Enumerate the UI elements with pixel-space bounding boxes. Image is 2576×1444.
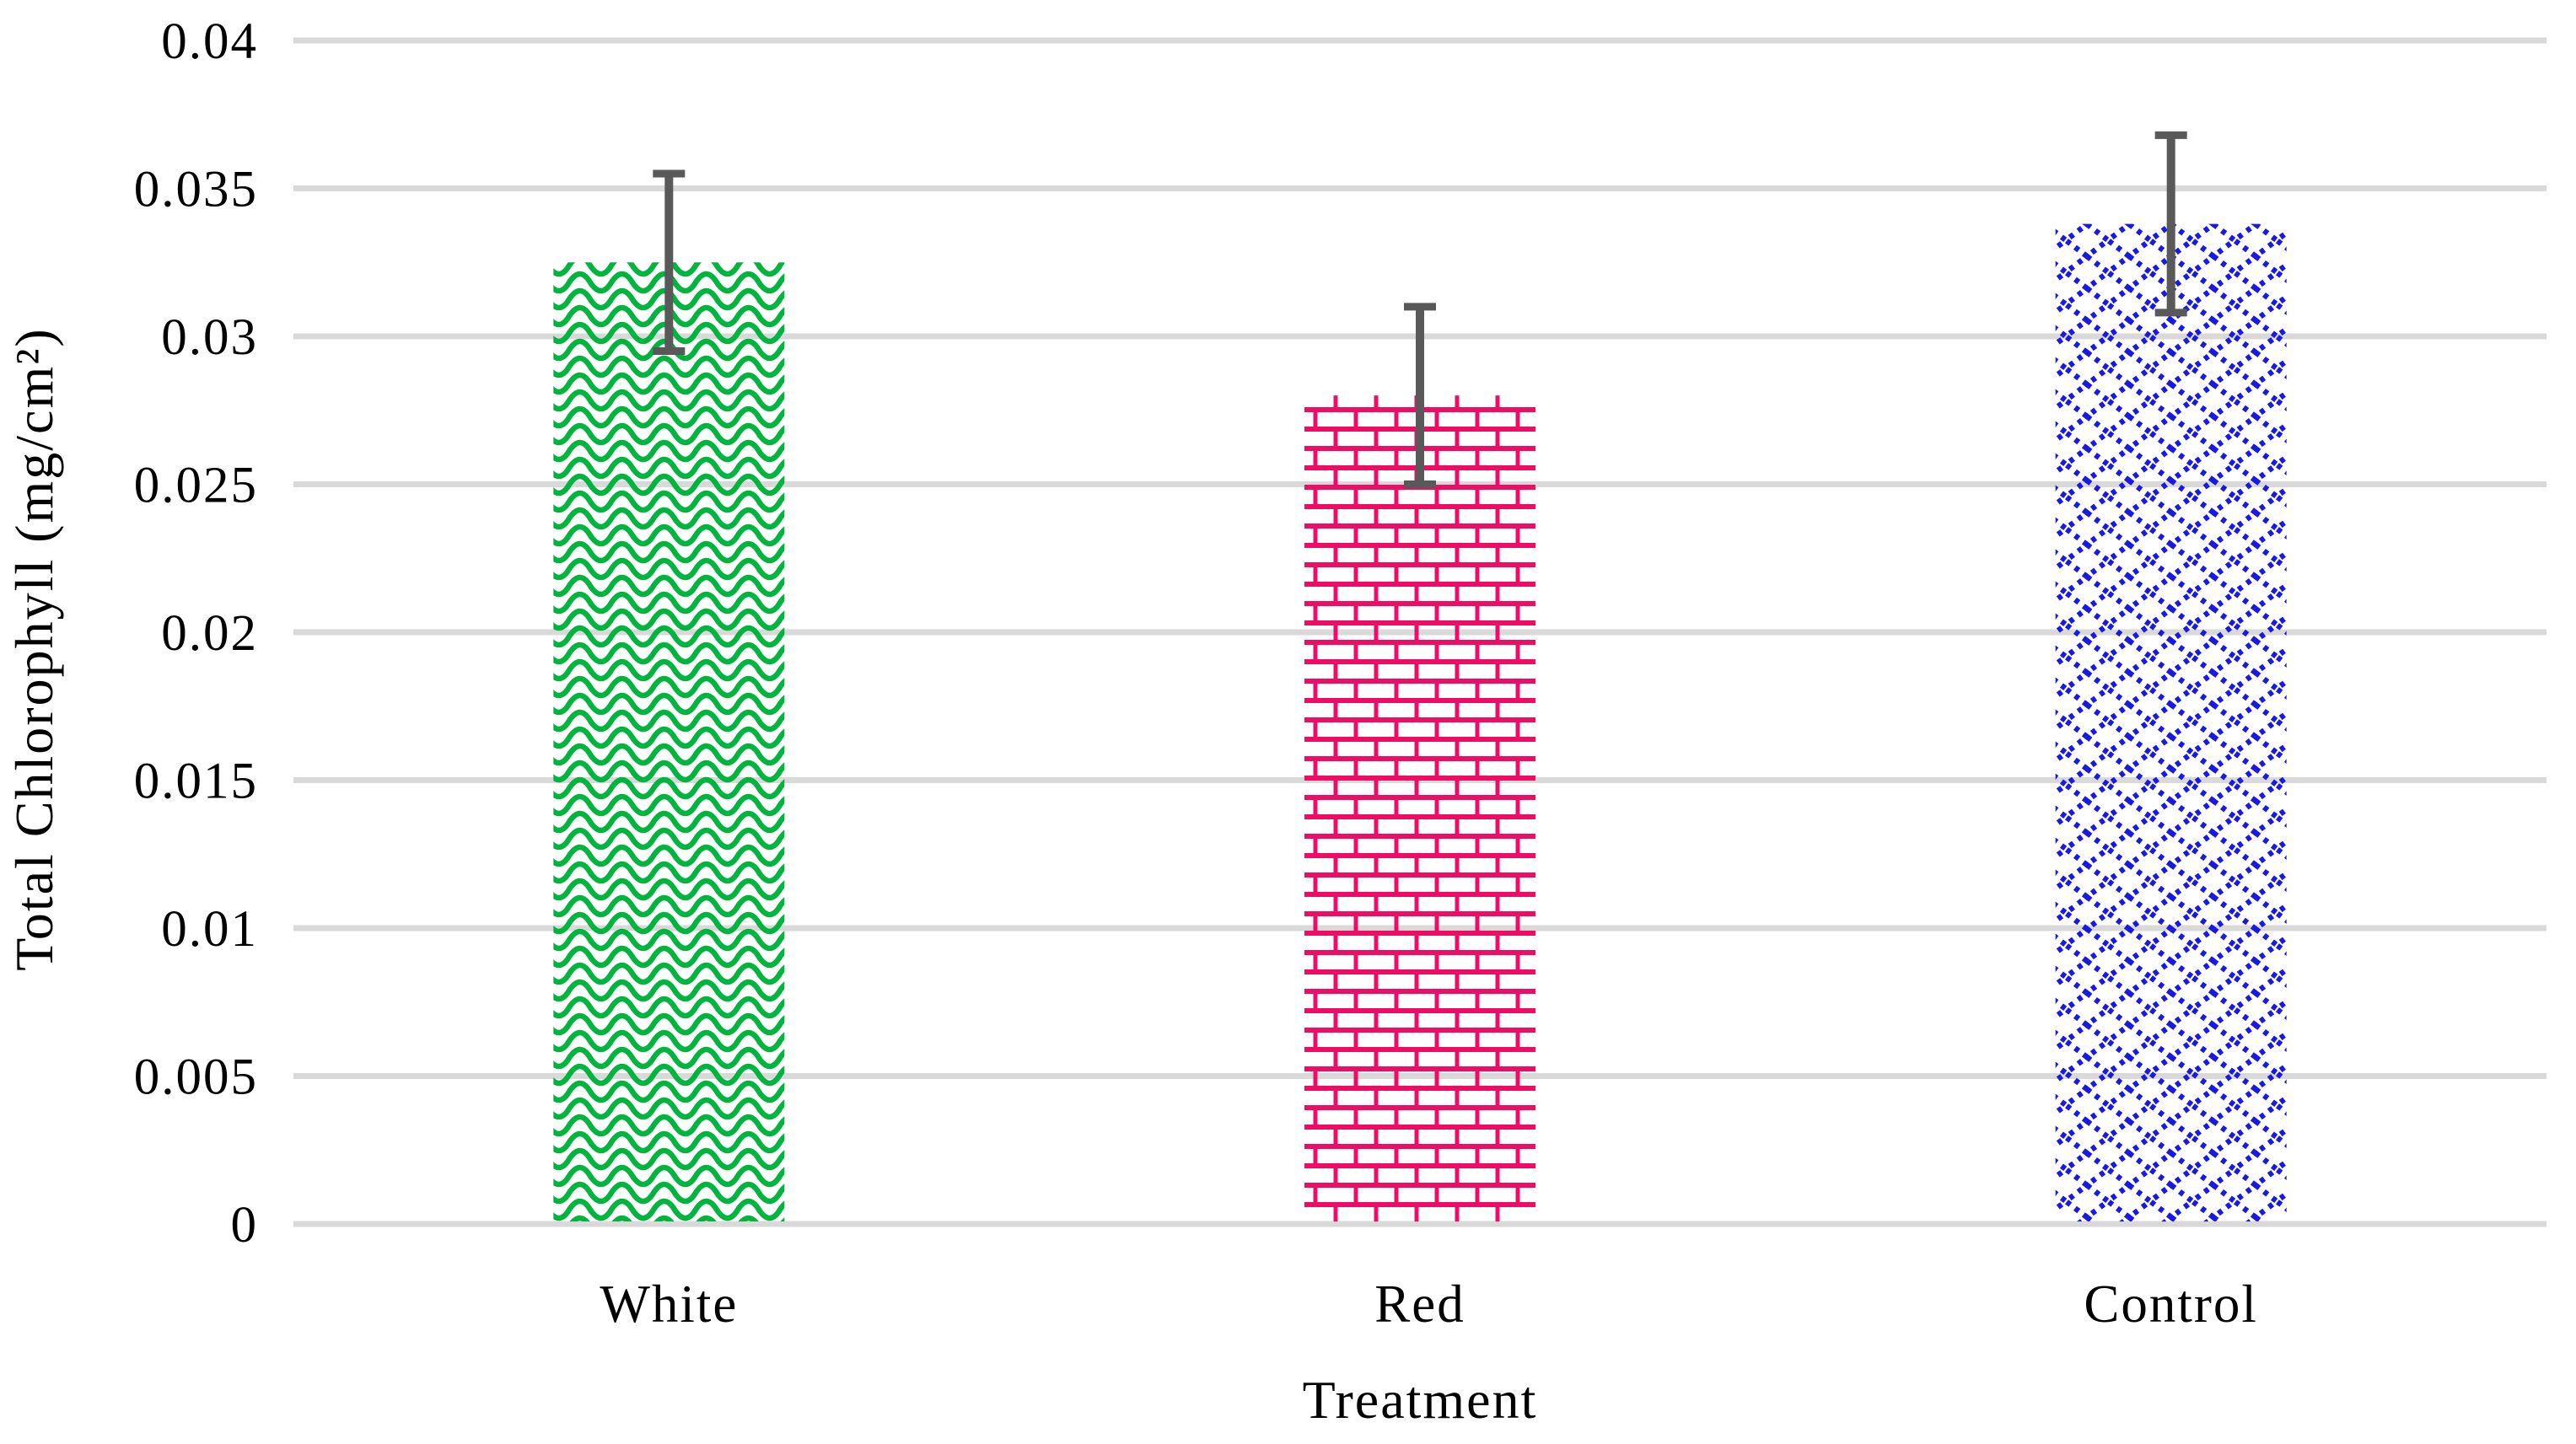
error-bars [653, 131, 2187, 488]
y-tick-label-0.025: 0.025 [134, 458, 258, 514]
y-tick-label-0.01: 0.01 [161, 901, 258, 958]
bar-control [2055, 223, 2287, 1221]
y-tick-label-0.03: 0.03 [161, 309, 258, 366]
y-tick-labels: 0 0.005 0.01 0.015 0.02 0.025 0.03 0.035 0.04 [134, 13, 259, 1253]
bars [553, 223, 2287, 1221]
bar-white [553, 262, 785, 1221]
y-tick-label-0.005: 0.005 [134, 1049, 258, 1106]
y-tick-label-0.04: 0.04 [161, 13, 258, 70]
y-tick-label-0: 0 [231, 1197, 259, 1253]
y-tick-label-0.015: 0.015 [134, 754, 258, 810]
error-bar-white [653, 169, 686, 356]
bar-red [1304, 395, 1535, 1221]
y-axis-title: Total Chlorophyll (mg/cm²) [4, 327, 64, 971]
x-axis-title: Treatment [1303, 1370, 1538, 1430]
x-category-label-control: Control [2084, 1275, 2258, 1334]
x-category-labels: White Red Control [600, 1275, 2258, 1334]
x-category-label-red: Red [1374, 1275, 1465, 1334]
error-bar-red [1404, 303, 1436, 488]
y-tick-label-0.035: 0.035 [134, 162, 258, 218]
y-tick-label-0.02: 0.02 [161, 605, 258, 662]
error-bar-control [2154, 131, 2187, 317]
x-category-label-white: White [600, 1275, 738, 1334]
